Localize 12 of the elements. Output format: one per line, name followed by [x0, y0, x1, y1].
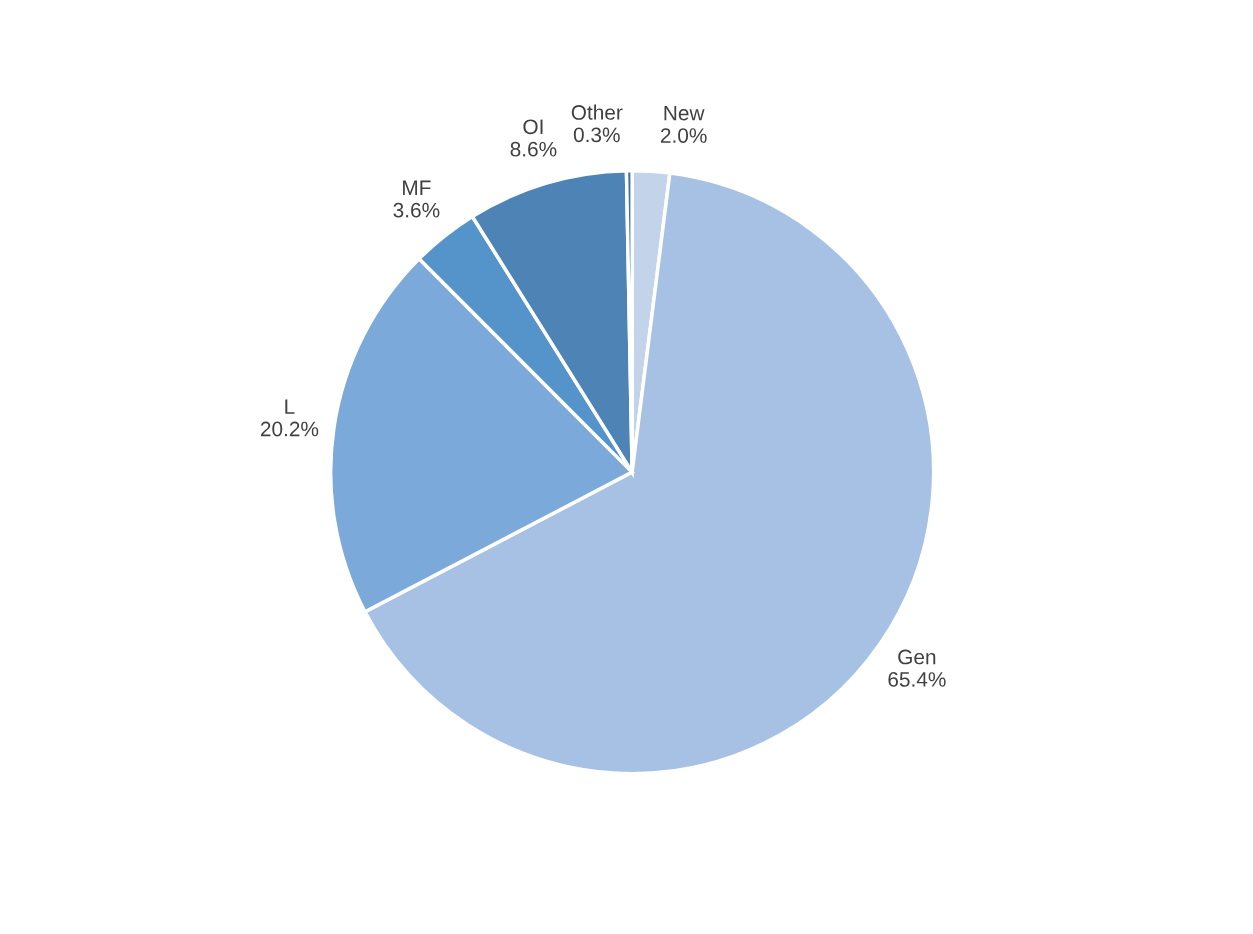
data-label: 0.3% [573, 127, 620, 143]
data-label: 65.4% [888, 672, 946, 687]
slice-label: MF [403, 180, 431, 195]
data-label: 3.6% [393, 202, 440, 218]
slice-label: L [285, 399, 295, 414]
data-label: 8.6% [510, 141, 557, 157]
slice-label: OI [523, 119, 543, 135]
slice-label: Gen [898, 649, 936, 665]
slice-label: New [664, 105, 705, 121]
slice-label: Other [571, 104, 623, 120]
data-label: 2.0% [660, 128, 707, 143]
data-label: 20.2% [260, 421, 319, 437]
